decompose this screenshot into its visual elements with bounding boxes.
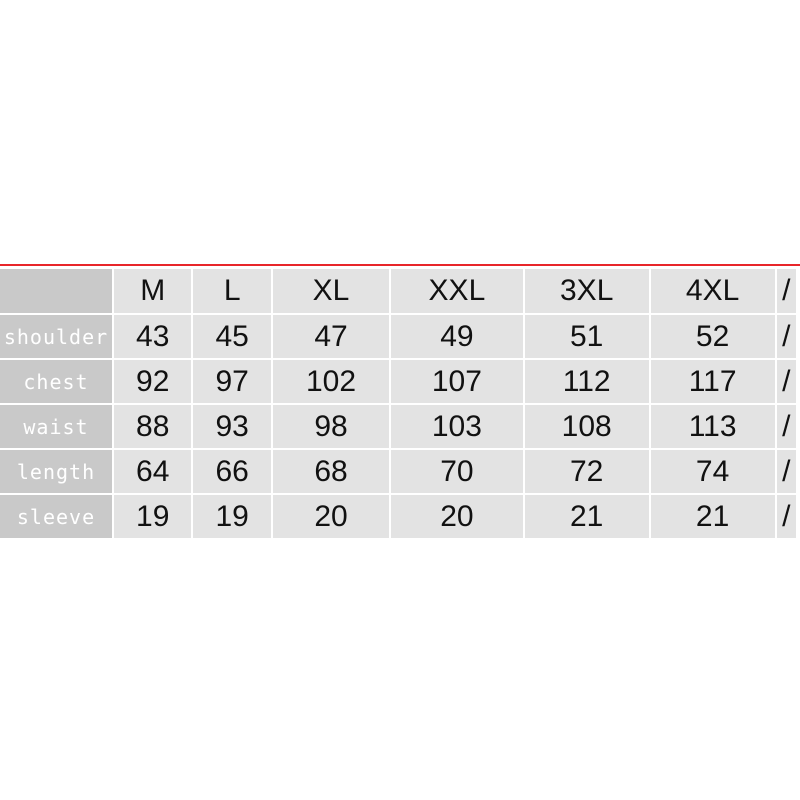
measurement-cell: / <box>776 495 796 538</box>
measurement-cell: / <box>776 450 796 493</box>
measurement-cell: 51 <box>524 315 649 358</box>
size-header: L <box>193 269 271 313</box>
measurement-cell: 102 <box>272 360 390 403</box>
measurement-cell: 107 <box>391 360 523 403</box>
row-label: waist <box>0 405 112 448</box>
measurement-cell: 74 <box>650 450 775 493</box>
measurement-cell: / <box>776 405 796 448</box>
table-row: shoulder 43 45 47 49 51 52/ <box>0 315 796 358</box>
measurement-cell: 20 <box>272 495 390 538</box>
measurement-cell: 21 <box>650 495 775 538</box>
table-row: chest 92 97 102 107 112 117/ <box>0 360 796 403</box>
table-row: length 64 66 68 70 72 74/ <box>0 450 796 493</box>
table-row: waist 88 93 98 103 108 113/ <box>0 405 796 448</box>
size-header: 3XL <box>524 269 649 313</box>
measurement-cell: 47 <box>272 315 390 358</box>
corner-cell <box>0 269 112 313</box>
measurement-cell: 68 <box>272 450 390 493</box>
row-label: length <box>0 450 112 493</box>
measurement-cell: 64 <box>114 450 192 493</box>
size-header: XL <box>272 269 390 313</box>
table-row: sleeve 19 19 20 20 21 21/ <box>0 495 796 538</box>
measurement-cell: 20 <box>391 495 523 538</box>
measurement-cell: 19 <box>114 495 192 538</box>
row-label: sleeve <box>0 495 112 538</box>
measurement-cell: 19 <box>193 495 271 538</box>
measurement-cell: 108 <box>524 405 649 448</box>
measurement-cell: 66 <box>193 450 271 493</box>
measurement-cell: 93 <box>193 405 271 448</box>
measurement-cell: 45 <box>193 315 271 358</box>
size-header: M <box>114 269 192 313</box>
measurement-cell: 88 <box>114 405 192 448</box>
measurement-cell: / <box>776 360 796 403</box>
measurement-cell: 98 <box>272 405 390 448</box>
measurement-cell: 70 <box>391 450 523 493</box>
measurement-cell: 72 <box>524 450 649 493</box>
measurement-cell: 113 <box>650 405 775 448</box>
measurement-cell: 103 <box>391 405 523 448</box>
measurement-cell: 112 <box>524 360 649 403</box>
size-header: 4XL <box>650 269 775 313</box>
measurement-cell: 92 <box>114 360 192 403</box>
measurement-cell: 52 <box>650 315 775 358</box>
measurement-cell: / <box>776 315 796 358</box>
size-header: XXL <box>391 269 523 313</box>
row-label: shoulder <box>0 315 112 358</box>
header-row: M L XL XXL 3XL 4XL / <box>0 269 796 313</box>
measurement-cell: 43 <box>114 315 192 358</box>
red-divider-line <box>0 264 800 266</box>
measurement-cell: 21 <box>524 495 649 538</box>
measurement-cell: 117 <box>650 360 775 403</box>
measurement-cell: 49 <box>391 315 523 358</box>
size-header: / <box>776 269 796 313</box>
size-chart-table: M L XL XXL 3XL 4XL / shoulder 43 45 47 49 51 52/chest… <box>0 267 798 540</box>
measurement-cell: 97 <box>193 360 271 403</box>
row-label: chest <box>0 360 112 403</box>
